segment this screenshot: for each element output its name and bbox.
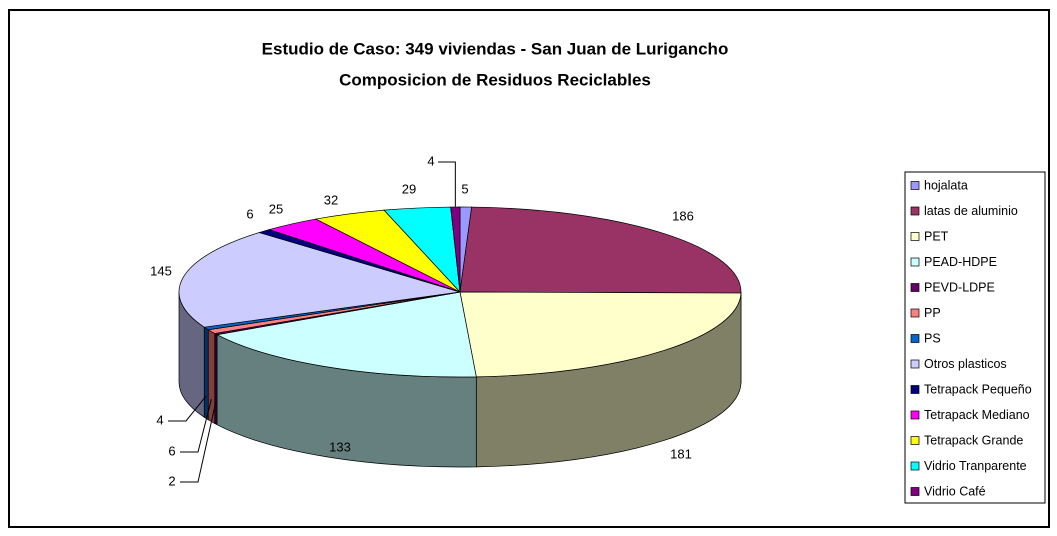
data-label: 4: [156, 412, 163, 427]
leader-line: [180, 398, 212, 453]
chart-title: Estudio de Caso: 349 viviendas - San Jua…: [262, 39, 729, 58]
data-label: 145: [150, 263, 172, 278]
legend-swatch: [910, 359, 920, 369]
legend-label: Tetrapack Pequeño: [924, 382, 1032, 396]
legend-swatch: [910, 410, 920, 420]
data-label: 133: [329, 439, 351, 454]
data-label: 5: [461, 181, 468, 196]
legend-swatch: [910, 461, 920, 471]
legend-swatch: [910, 257, 920, 267]
leader-line: [168, 395, 207, 422]
data-label: 25: [269, 201, 283, 216]
legend-label: Vidrio Tranparente: [924, 459, 1027, 473]
legend-label: Otros plasticos: [924, 357, 1007, 371]
pie-slice: [459, 291, 742, 378]
data-label: 181: [670, 446, 692, 461]
legend-swatch: [910, 283, 920, 292]
data-label: 2: [168, 473, 175, 488]
legend-label: PEAD-HDPE: [924, 255, 997, 269]
legend-swatch: [910, 334, 920, 343]
legend-swatch: [910, 487, 920, 496]
legend-swatch: [910, 206, 920, 216]
data-label: 186: [672, 208, 694, 223]
legend-swatch: [910, 385, 920, 394]
legend-label: hojalata: [924, 178, 968, 192]
legend-swatch: [910, 436, 920, 445]
leader-line: [180, 401, 217, 483]
pie-slice: [459, 206, 742, 294]
leader-line: [438, 161, 456, 208]
legend-label: Tetrapack Grande: [924, 433, 1023, 447]
legend-label: PET: [924, 229, 949, 243]
pie-slice: [215, 291, 477, 378]
legend-label: Vidrio Café: [924, 484, 986, 498]
legend-label: PP: [924, 306, 941, 320]
legend-label: PEVD-LDPE: [924, 280, 995, 294]
legend-label: latas de aluminio: [924, 204, 1018, 218]
data-label: 29: [402, 181, 416, 196]
legend-label: Tetrapack Mediano: [924, 408, 1030, 422]
data-label: 6: [168, 443, 175, 458]
chart-subtitle: Composicion de Residuos Reciclables: [339, 70, 651, 89]
data-label: 4: [427, 153, 434, 168]
data-label: 32: [324, 192, 338, 207]
data-label: 6: [246, 206, 253, 221]
pie-slice: [178, 232, 461, 328]
legend-swatch: [910, 232, 920, 241]
legend-label: PS: [924, 331, 941, 345]
pie-slice: [450, 206, 461, 293]
legend-box: [904, 171, 1046, 504]
pie-side: [203, 326, 209, 421]
legend-swatch: [910, 308, 920, 318]
legend-swatch: [910, 181, 920, 190]
